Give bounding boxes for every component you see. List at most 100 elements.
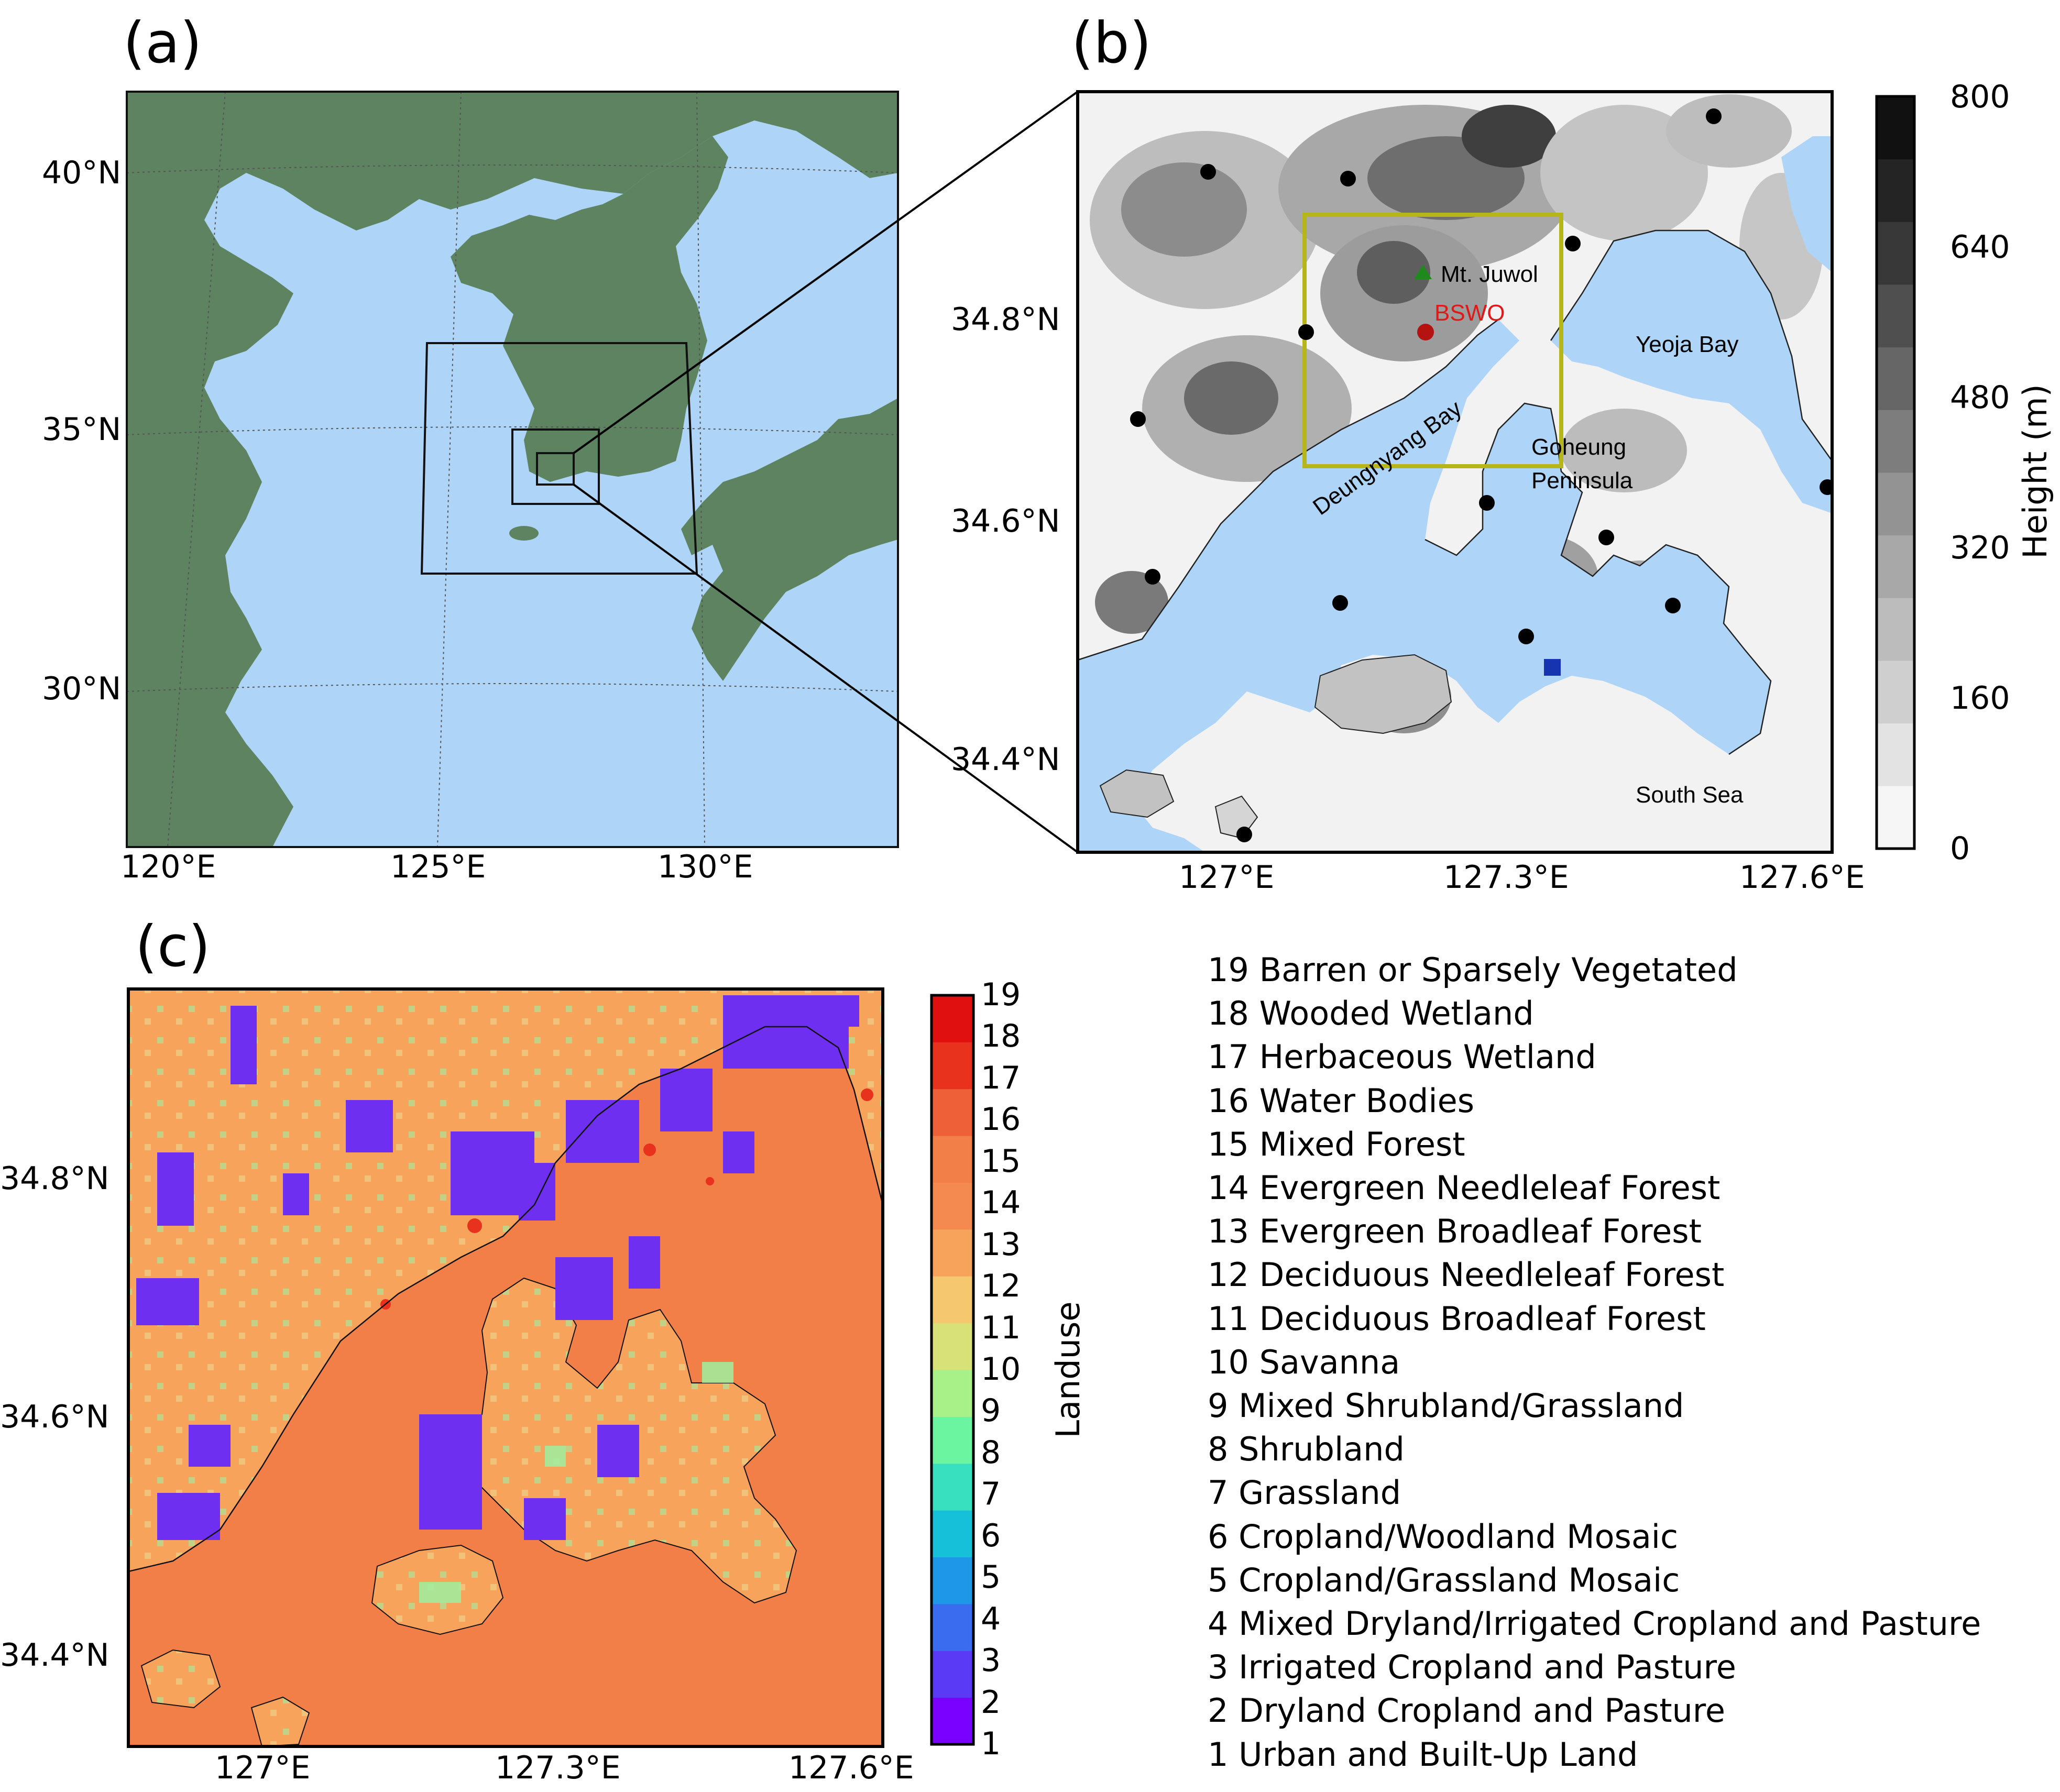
- square-marker: [1544, 659, 1561, 676]
- landuse-tick: 10: [981, 1351, 1021, 1388]
- lon-tick: 127°E: [215, 1750, 311, 1786]
- landuse-legend-item: 1 Urban and Built-Up Land: [1208, 1735, 1638, 1774]
- landuse-colorbar-segment: [932, 1370, 973, 1417]
- lon-tick: 127.6°E: [1739, 859, 1865, 896]
- landuse-colorbar-segment: [932, 1697, 973, 1745]
- landuse-tick: 3: [981, 1642, 1001, 1679]
- station-marker: [1565, 236, 1581, 251]
- height-tick: 0: [1950, 830, 1970, 867]
- height-colorbar-segment: [1877, 222, 1914, 285]
- height-colorbar-segment: [1877, 535, 1914, 598]
- station-marker: [1706, 108, 1722, 124]
- height-colorbar-segment: [1877, 159, 1914, 222]
- landuse-legend-item: 14 Evergreen Needleleaf Forest: [1208, 1169, 1721, 1207]
- landuse-tick: 18: [981, 1018, 1021, 1055]
- landuse-tick: 4: [981, 1600, 1001, 1637]
- weather-stations: [1130, 108, 1832, 842]
- panel-a-frame: [126, 91, 899, 848]
- landuse-urban: [380, 1089, 873, 1310]
- height-colorbar-segment: [1877, 723, 1914, 786]
- korea-land: [451, 136, 728, 482]
- china-land: [127, 92, 898, 847]
- landuse-tick: 17: [981, 1059, 1021, 1096]
- landuse-tick: 11: [981, 1309, 1021, 1346]
- station-marker: [1820, 479, 1832, 495]
- landuse-colorbar-segment: [932, 1416, 973, 1464]
- landuse-tick: 9: [981, 1392, 1001, 1430]
- landuse-island-sw: [140, 1649, 221, 1709]
- landuse-tick: 19: [981, 976, 1021, 1013]
- landuse-legend-item: 5 Cropland/Grassland Mosaic: [1208, 1560, 1680, 1599]
- yeoja-bay-label: Yeoja Bay: [1636, 332, 1739, 357]
- bswo-label: BSWO: [1434, 300, 1505, 326]
- landuse-legend-item: 16 Water Bodies: [1208, 1081, 1475, 1120]
- landuse-colorbar-segment: [932, 1089, 973, 1136]
- study-area-box: [1302, 213, 1563, 468]
- lon-tick: 125°E: [390, 849, 486, 885]
- station-marker: [1479, 495, 1495, 511]
- island-sw: [1099, 769, 1175, 818]
- height-colorbar: [1877, 96, 1914, 849]
- landuse-tick: 8: [981, 1434, 1001, 1471]
- landuse-cropland: [136, 995, 859, 1540]
- height-colorbar-segment: [1877, 96, 1914, 160]
- landuse-legend-item: 7 Grassland: [1208, 1474, 1401, 1512]
- station-marker: [1130, 411, 1146, 427]
- lat-tick: 34.4°N: [0, 1637, 109, 1674]
- peninsula-label: Peninsula: [1531, 468, 1633, 493]
- landuse-legend-item: 3 Irrigated Cropland and Pasture: [1208, 1648, 1736, 1687]
- height-tick: 480: [1950, 379, 2010, 416]
- landuse-legend-item: 13 Evergreen Broadleaf Forest: [1208, 1212, 1702, 1251]
- panel-c-label: (c): [135, 914, 211, 980]
- island: [1314, 654, 1452, 734]
- japan-land: [681, 398, 898, 681]
- lat-tick: 30°N: [42, 670, 122, 707]
- mt-juwol-marker: [1414, 265, 1432, 279]
- lat-tick: 34.6°N: [0, 1399, 109, 1435]
- landuse-legend-item: 12 Deciduous Needleleaf Forest: [1208, 1256, 1725, 1294]
- landuse-colorbar-segment: [932, 1463, 973, 1511]
- japan-island: [817, 419, 898, 466]
- height-colorbar-segment: [1877, 598, 1914, 661]
- landuse-colorbar-segment: [932, 1182, 973, 1230]
- station-marker: [1145, 569, 1160, 585]
- landuse-tick: 6: [981, 1517, 1001, 1554]
- coastline: [1078, 229, 1832, 755]
- height-colorbar-label: Height (m): [2016, 384, 2054, 558]
- landuse-tick: 5: [981, 1559, 1001, 1596]
- south-sea-label: South Sea: [1636, 782, 1744, 808]
- station-marker: [1298, 324, 1314, 340]
- landuse-colorbar-segment: [932, 1042, 973, 1090]
- station-marker: [1665, 598, 1681, 613]
- landuse-colorbar-segment: [932, 1229, 973, 1277]
- landuse-legend-item: 15 Mixed Forest: [1208, 1125, 1465, 1163]
- station-marker: [1236, 827, 1252, 842]
- landuse-tick: 13: [981, 1226, 1021, 1263]
- panel-b-frame: [1076, 90, 1834, 854]
- coastline-c: [128, 1026, 883, 1573]
- landuse-colorbar-segment: [932, 995, 973, 1042]
- landuse-grassland: [419, 1362, 733, 1603]
- lon-tick: 127.3°E: [1443, 859, 1569, 896]
- zoom-line-bottom: [573, 483, 1079, 853]
- mt-juwol-label: Mt. Juwol: [1441, 261, 1538, 287]
- landuse-colorbar-segment: [932, 1276, 973, 1324]
- lat-tick: 34.4°N: [951, 741, 1060, 778]
- panel-c-frame: [127, 987, 884, 1748]
- station-marker: [1598, 530, 1614, 545]
- landuse-legend-item: 6 Cropland/Woodland Mosaic: [1208, 1517, 1679, 1556]
- landuse-tick: 2: [981, 1684, 1001, 1721]
- landuse-colorbar-segment: [932, 1323, 973, 1370]
- lat-tick: 40°N: [42, 155, 122, 191]
- jeju-island: [509, 526, 539, 541]
- height-colorbar-segment: [1877, 410, 1914, 473]
- lon-tick: 127.6°E: [788, 1750, 914, 1786]
- landuse-colorbar-segment: [932, 1510, 973, 1557]
- height-tick: 800: [1950, 79, 2010, 115]
- landuse-colorbar-segment: [932, 1603, 973, 1651]
- station-marker: [1340, 171, 1356, 186]
- landuse-legend-item: 11 Deciduous Broadleaf Forest: [1208, 1299, 1706, 1338]
- lat-tick: 34.8°N: [951, 301, 1060, 338]
- landuse-island-s: [250, 1696, 310, 1746]
- sea-water: [1078, 320, 1771, 852]
